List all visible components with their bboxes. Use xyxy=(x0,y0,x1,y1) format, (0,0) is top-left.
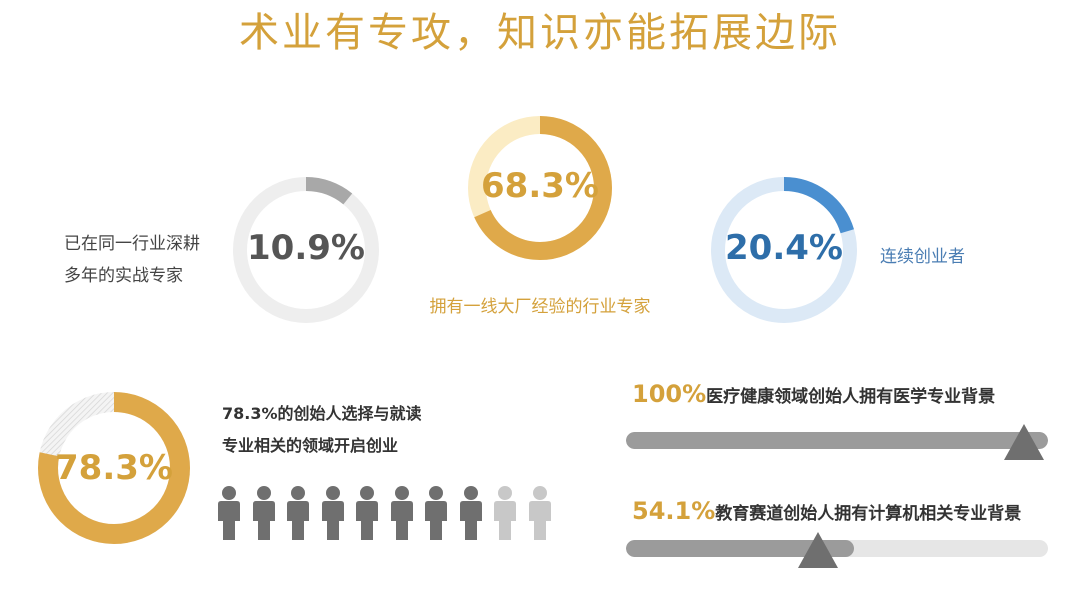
progress-bar-fill xyxy=(626,540,855,557)
page-title: 术业有专攻，知识亦能拓展边际 xyxy=(239,10,841,56)
donut-percentage: 10.9% xyxy=(247,228,365,268)
donut-chart-experts xyxy=(233,177,379,323)
person-icon-muted xyxy=(494,486,516,540)
donut-fill xyxy=(38,392,190,544)
donut-percentage: 78.3% xyxy=(55,448,173,488)
donut-percentage: 68.3% xyxy=(481,166,599,206)
person-icon xyxy=(218,486,240,540)
statement-line: 78.3%的创始人选择与就读 xyxy=(222,404,422,423)
donut-fill xyxy=(468,116,612,260)
statement-line: 专业相关的领域开启创业 xyxy=(222,436,399,455)
bar-percentage: 100% xyxy=(632,380,707,408)
donut-label: 已在同一行业深耕 xyxy=(64,234,200,254)
person-icon xyxy=(287,486,309,540)
donut-fill xyxy=(233,177,379,323)
triangle-marker-icon xyxy=(798,532,839,568)
person-icon xyxy=(356,486,378,540)
person-icon-muted xyxy=(528,486,551,540)
donut-chart-big-company xyxy=(468,116,612,260)
donut-label: 连续创业者 xyxy=(880,247,965,267)
person-icon xyxy=(390,486,413,540)
progress-bar-medical xyxy=(626,432,1048,449)
donut-label: 多年的实战专家 xyxy=(64,266,183,286)
donut-chart-related-field xyxy=(38,392,190,544)
person-icon xyxy=(459,486,482,540)
donut-chart-serial xyxy=(711,177,857,323)
bar-heading: 100%医疗健康领域创始人拥有医学专业背景 xyxy=(632,380,995,408)
donut-label: 拥有一线大厂经验的行业专家 xyxy=(429,297,651,317)
bar-label: 教育赛道创始人拥有计算机相关专业背景 xyxy=(715,504,1022,524)
progress-bar-fill xyxy=(626,432,1048,449)
donut-percentage: 20.4% xyxy=(725,228,843,268)
person-icon xyxy=(425,486,447,540)
bar-heading: 54.1%教育赛道创始人拥有计算机相关专业背景 xyxy=(632,497,1021,525)
bar-label: 医疗健康领域创始人拥有医学专业背景 xyxy=(706,387,996,407)
donut-fill xyxy=(711,177,857,323)
person-icon xyxy=(252,486,275,540)
person-icon xyxy=(321,486,344,540)
triangle-marker-icon xyxy=(1004,424,1044,460)
bar-percentage: 54.1% xyxy=(632,497,716,525)
